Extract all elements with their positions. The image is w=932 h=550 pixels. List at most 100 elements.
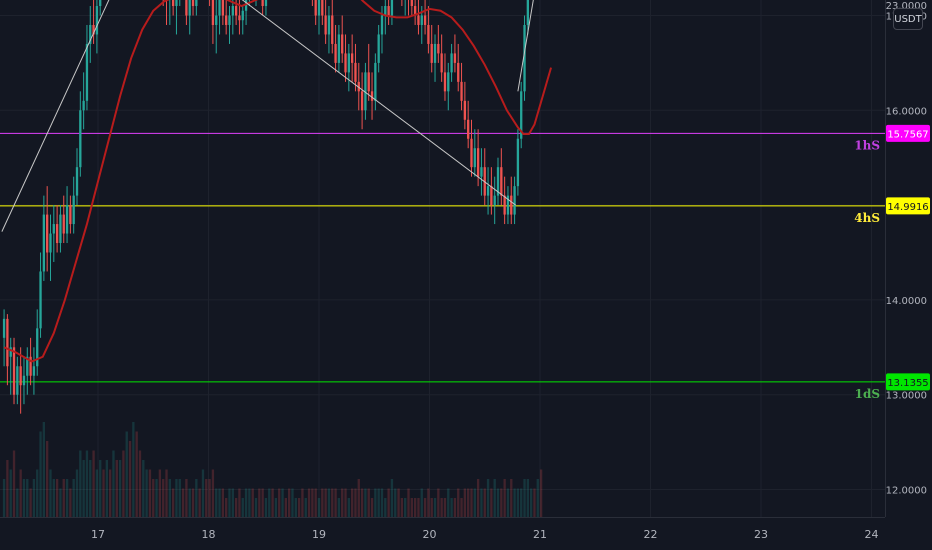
volume-bar <box>307 488 311 517</box>
volume-bar <box>523 479 526 517</box>
candle-body <box>344 53 347 73</box>
price-tick-label: 14.0000 <box>886 296 927 307</box>
volume-bar <box>274 498 278 517</box>
volume-bar <box>533 488 536 517</box>
candle-body <box>234 6 238 16</box>
volume-bar <box>85 450 89 517</box>
time-tick-label: 23 <box>754 528 768 541</box>
volume-bar <box>208 479 211 517</box>
candle-body <box>350 53 354 63</box>
candle-body <box>2 318 6 338</box>
time-axis[interactable]: 17 18 19 20 21 22 23 24 <box>0 517 885 550</box>
volume-bar <box>334 488 337 517</box>
moving-average-line <box>3 0 553 363</box>
volume-bar <box>138 450 142 517</box>
moving-average <box>3 0 553 363</box>
candle-body <box>19 366 22 386</box>
candle-body <box>377 34 380 63</box>
volume-bar <box>238 488 241 517</box>
volume-bar <box>440 498 443 517</box>
volume-bar <box>397 488 400 517</box>
candle-body <box>72 195 75 225</box>
candle-body <box>225 15 228 25</box>
candle-body <box>374 62 377 101</box>
volume-bar <box>52 479 55 517</box>
volume-bar <box>297 498 301 517</box>
candle-body <box>75 167 79 196</box>
volume-bar <box>437 488 440 517</box>
volume-bar <box>128 441 132 517</box>
candle-body <box>99 0 102 7</box>
candle-body <box>480 167 483 177</box>
candle-body <box>463 100 467 120</box>
volume-bar <box>205 479 208 517</box>
candle-body <box>453 53 457 63</box>
candle-body <box>384 6 387 16</box>
volume-bar <box>400 498 404 517</box>
volume-bar <box>327 488 331 517</box>
volume-bar <box>234 498 238 517</box>
volume-bar <box>450 498 453 517</box>
volume-bar <box>125 431 128 517</box>
candle-body <box>364 72 367 111</box>
price-badge-value: 13.1355 <box>887 378 928 389</box>
candle-body <box>46 214 49 253</box>
volume-bar <box>539 469 543 517</box>
candle-body <box>211 0 215 25</box>
currency-button[interactable]: USDT <box>893 8 923 30</box>
candle-body <box>188 0 191 16</box>
price-axis-panel <box>885 0 932 550</box>
volume-bar <box>62 479 65 517</box>
price-axis[interactable]: 12.000013.000014.000015.000016.000017.00… <box>885 0 932 550</box>
candle-body <box>500 167 503 196</box>
volume-bar <box>19 469 22 517</box>
volume-bar <box>89 460 92 517</box>
volume-bar <box>231 488 234 517</box>
volume-bar <box>526 479 530 517</box>
candle-body <box>331 15 334 44</box>
volume-bar <box>278 488 281 517</box>
candle-body <box>92 24 95 35</box>
candle-body <box>65 205 69 234</box>
volume-bar <box>171 488 175 517</box>
volume-bar <box>447 488 450 517</box>
volume-bar <box>118 460 122 517</box>
volume-bar <box>496 488 500 517</box>
volume-bar <box>354 488 357 517</box>
candle-body <box>218 0 221 16</box>
volume-bar <box>188 488 191 517</box>
candle-body <box>334 43 337 63</box>
candle-body <box>6 318 9 367</box>
volume-bar <box>264 498 268 517</box>
volume-bar <box>394 488 397 517</box>
volume-bar <box>115 460 118 517</box>
candle-body <box>9 347 12 357</box>
volume-bar <box>201 469 205 517</box>
volume-bar <box>506 488 510 517</box>
price-line-label: 1hS <box>854 138 880 152</box>
price-badge <box>886 197 930 215</box>
volume-bar <box>410 498 413 517</box>
volume-bar <box>301 488 304 517</box>
trend-line <box>241 0 516 206</box>
volume-bar <box>367 488 370 517</box>
volume-bar <box>470 488 473 517</box>
candle-body <box>493 195 496 206</box>
volume-bar <box>185 479 188 517</box>
volume-bar <box>16 488 19 517</box>
candle-body <box>443 72 447 92</box>
volume-bar <box>360 488 364 517</box>
time-tick-label: 24 <box>865 528 879 541</box>
candle-body <box>327 15 331 35</box>
candle-body <box>59 214 62 244</box>
candle-body <box>496 167 500 196</box>
volume-bar <box>251 488 254 517</box>
volume-bar <box>59 488 62 517</box>
candle-body <box>380 15 384 35</box>
time-tick-label: 22 <box>644 528 658 541</box>
trend-line <box>1 0 110 232</box>
candle-body <box>79 110 82 168</box>
trend-line <box>517 0 534 92</box>
